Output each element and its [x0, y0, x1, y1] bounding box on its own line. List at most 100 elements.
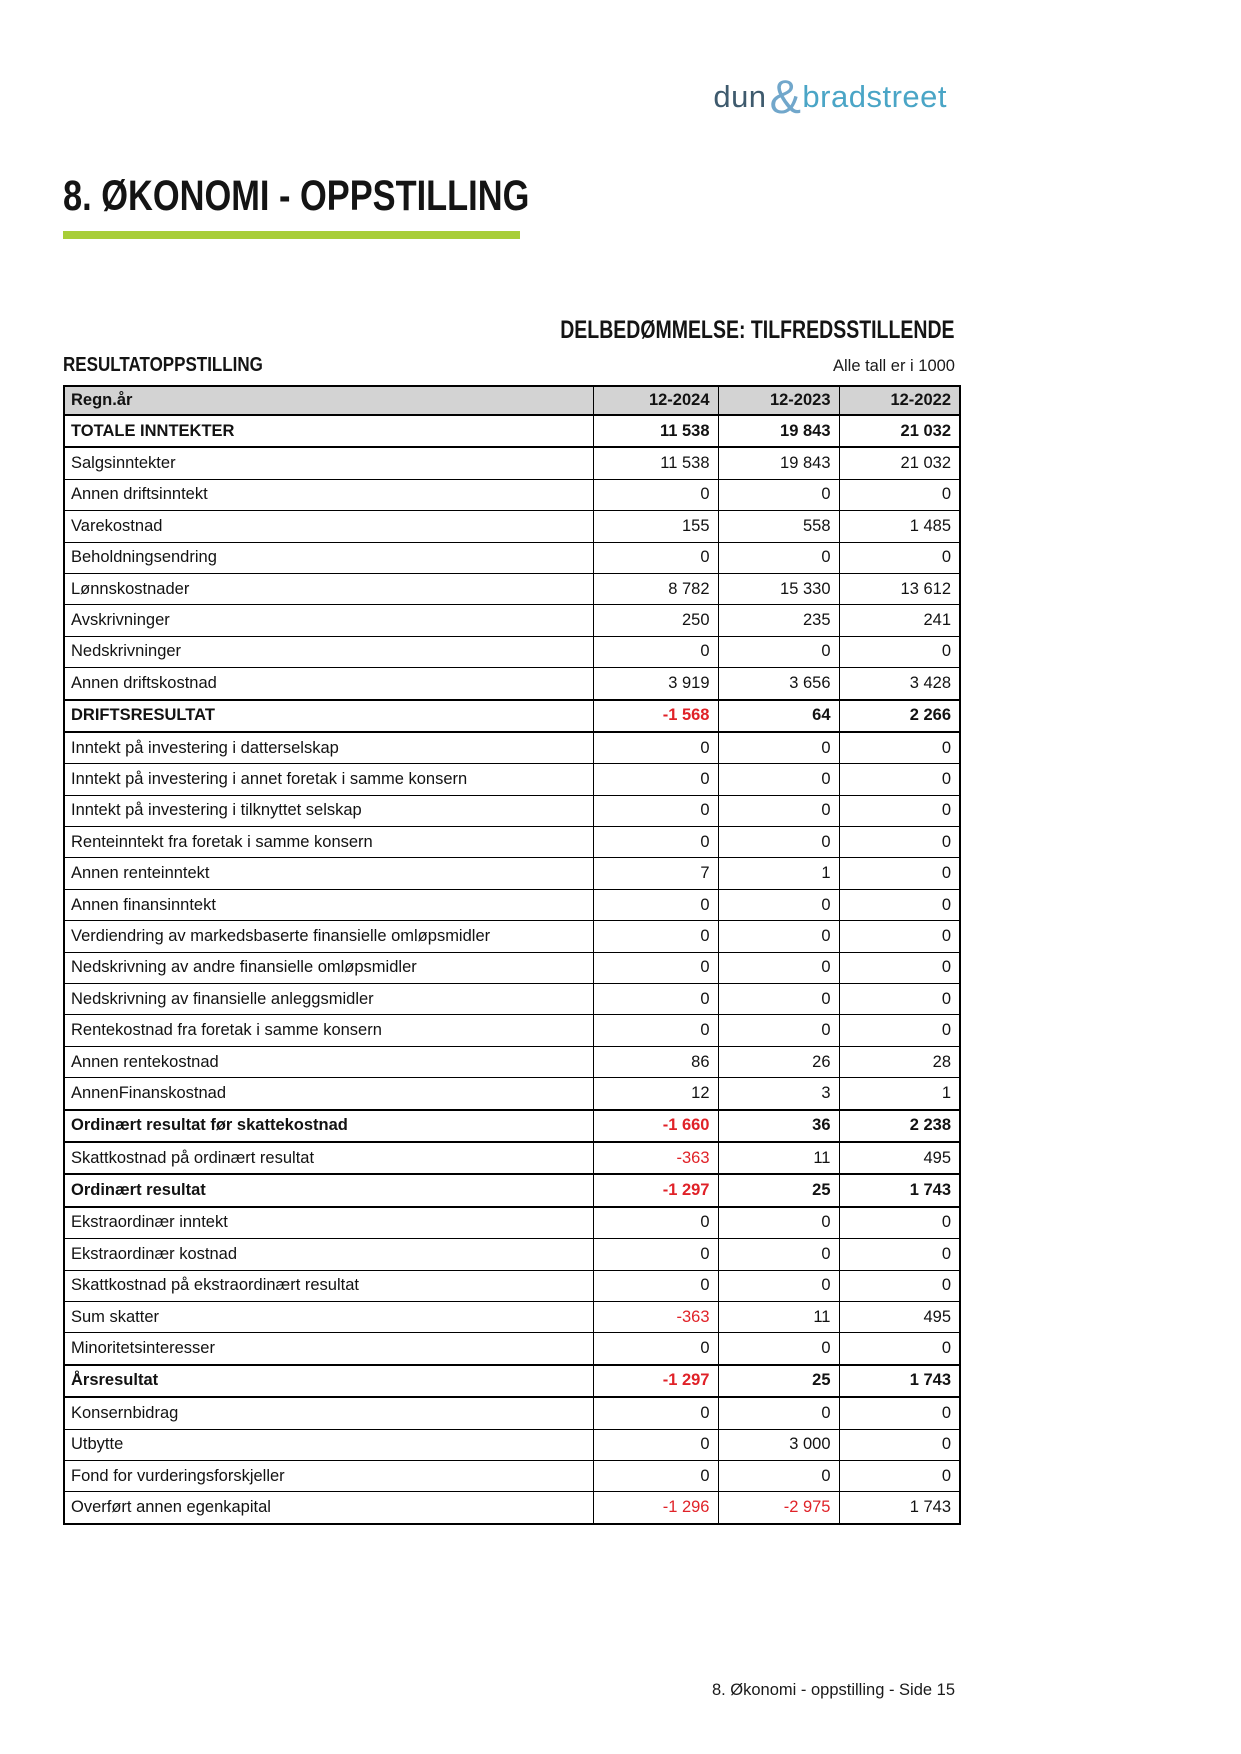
page-footer: 8. Økonomi - oppstilling - Side 15	[711, 1681, 955, 1699]
table-row: Inntekt på investering i tilknyttet sels…	[63, 794, 961, 828]
cell-value: 8 782	[592, 572, 719, 606]
column-header-2022: 12-2022	[838, 385, 961, 416]
row-label: Nedskrivninger	[63, 635, 594, 669]
cell-value: 0	[717, 826, 840, 859]
cell-value: 0	[838, 1014, 961, 1047]
row-label: Annen driftskostnad	[63, 667, 594, 701]
cell-value: 11 538	[592, 413, 719, 449]
cell-value: 3 000	[717, 1428, 840, 1461]
cell-value: 11 538	[592, 446, 719, 480]
cell-value: 0	[592, 1428, 719, 1461]
cell-value: 1	[838, 1077, 961, 1111]
cell-value: 558	[717, 510, 840, 543]
table-row: Ordinært resultat -1 297 25 1 743	[63, 1173, 961, 1208]
table-row: Overført annen egenkapital -1 296 -2 975 1 …	[63, 1491, 961, 1525]
table-row: Annen finansinntekt 0 0 0	[63, 888, 961, 922]
table-row: Renteinntekt fra foretak i samme konsern…	[63, 826, 961, 859]
cell-value: 0	[838, 920, 961, 953]
table-row: Rentekostnad fra foretak i samme konsern…	[63, 1014, 961, 1047]
cell-value: 86	[592, 1045, 719, 1079]
cell-value: 11	[717, 1300, 840, 1334]
page-title: 8. ØKONOMI - OPPSTILLING	[63, 172, 530, 220]
cell-value: 25	[717, 1363, 840, 1399]
row-label: Skattkostnad på ordinært resultat	[63, 1141, 594, 1175]
cell-value: 0	[838, 1269, 961, 1302]
row-label: TOTALE INNTEKTER	[63, 413, 594, 449]
cell-value: 0	[592, 1332, 719, 1366]
table-row: AnnenFinanskostnad 12 3 1	[63, 1077, 961, 1111]
table-row: Beholdningsendring 0 0 0	[63, 541, 961, 574]
cell-value: 0	[838, 478, 961, 512]
cell-value: 0	[838, 794, 961, 828]
logo-text-bradstreet: bradstreet	[802, 79, 947, 114]
cell-value: 28	[838, 1045, 961, 1079]
cell-value: 0	[717, 1396, 840, 1430]
title-accent-bar	[63, 231, 520, 239]
cell-value: 0	[717, 1014, 840, 1047]
units-note: Alle tall er i 1000	[833, 357, 955, 375]
row-label: Verdiendring av markedsbaserte finansiel…	[63, 920, 594, 953]
cell-value: 0	[838, 763, 961, 796]
table-row: Skattkostnad på ordinært resultat -363 11 4…	[63, 1141, 961, 1175]
cell-value: -1 297	[592, 1363, 719, 1399]
table-row: Ordinært resultat før skattekostnad -1 66…	[63, 1108, 961, 1143]
row-label: Utbytte	[63, 1428, 594, 1461]
cell-value: 0	[592, 794, 719, 828]
table-row: Annen rentekostnad 86 26 28	[63, 1045, 961, 1079]
row-label: Årsresultat	[63, 1363, 594, 1399]
cell-value: 36	[717, 1108, 840, 1143]
table-row: TOTALE INNTEKTER 11 538 19 843 21 032	[63, 413, 961, 449]
row-label: Fond for vurderingsforskjeller	[63, 1459, 594, 1493]
cell-value: 235	[717, 604, 840, 637]
cell-value: 0	[717, 478, 840, 512]
cell-value: 0	[592, 1206, 719, 1240]
row-label: Varekostnad	[63, 510, 594, 543]
table-row: Inntekt på investering i annet foretak i…	[63, 763, 961, 796]
row-label: Nedskrivning av finansielle anleggsmidle…	[63, 983, 594, 1016]
cell-value: 0	[592, 951, 719, 985]
section-label: RESULTATOPPSTILLING	[63, 354, 263, 376]
cell-value: 21 032	[838, 446, 961, 480]
logo-ampersand-icon: &	[769, 70, 802, 124]
cell-value: 2 266	[838, 698, 961, 733]
cell-value: 19 843	[717, 446, 840, 480]
cell-value: 0	[717, 794, 840, 828]
cell-value: 0	[717, 920, 840, 953]
cell-value: 0	[717, 1269, 840, 1302]
cell-value: 0	[592, 763, 719, 796]
cell-value: 0	[717, 1332, 840, 1366]
cell-value: 1 743	[838, 1491, 961, 1525]
cell-value: 3 428	[838, 667, 961, 701]
row-label: Rentekostnad fra foretak i samme konsern	[63, 1014, 594, 1047]
cell-value: 0	[592, 920, 719, 953]
cell-value: 0	[592, 826, 719, 859]
row-label: Annen renteinntekt	[63, 857, 594, 890]
assessment-heading: DELBEDØMMELSE: TILFREDSSTILLENDE	[560, 316, 955, 344]
cell-value: 241	[838, 604, 961, 637]
cell-value: 12	[592, 1077, 719, 1111]
cell-value: 3 656	[717, 667, 840, 701]
cell-value: 1 743	[838, 1173, 961, 1208]
table-row: Annen driftsinntekt 0 0 0	[63, 478, 961, 512]
cell-value: 0	[838, 1206, 961, 1240]
cell-value: 0	[838, 1238, 961, 1271]
cell-value: 0	[717, 731, 840, 765]
cell-value: 0	[838, 1332, 961, 1366]
row-label: Annen driftsinntekt	[63, 478, 594, 512]
dun-bradstreet-logo: dun & bradstreet	[713, 66, 947, 120]
row-label: Renteinntekt fra foretak i samme konsern	[63, 826, 594, 859]
cell-value: 0	[592, 1238, 719, 1271]
cell-value: -1 296	[592, 1491, 719, 1525]
cell-value: -1 568	[592, 698, 719, 733]
row-label: Beholdningsendring	[63, 541, 594, 574]
results-table: Regn.år 12-2024 12-2023 12-2022 TOTALE I…	[63, 385, 961, 1525]
cell-value: 0	[592, 478, 719, 512]
table-row: Skattkostnad på ekstraordinært resultat 0…	[63, 1269, 961, 1302]
cell-value: 0	[838, 983, 961, 1016]
cell-value: 13 612	[838, 572, 961, 606]
cell-value: 7	[592, 857, 719, 890]
table-row: Inntekt på investering i datterselskap 0 0…	[63, 731, 961, 765]
cell-value: 0	[592, 731, 719, 765]
table-row: Sum skatter -363 11 495	[63, 1300, 961, 1334]
table-row: Ekstraordinær kostnad 0 0 0	[63, 1238, 961, 1271]
